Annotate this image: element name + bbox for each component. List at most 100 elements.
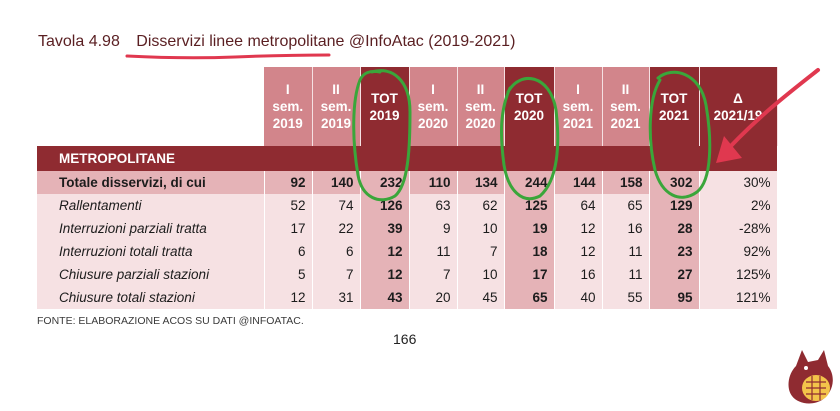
row-cell: 31 (312, 286, 361, 309)
table-number: Tavola 4.98 (38, 33, 120, 50)
row-cell: 12 (554, 217, 603, 240)
row-cell: 55 (602, 286, 650, 309)
row-cell: 11 (602, 263, 650, 286)
table-row: Interruzioni parziali tratta 17 22 39 9 10 19 1… (37, 217, 778, 240)
header-line: II (621, 82, 630, 97)
total-row: Totale disservizi, di cui 92 140 232 110 134… (37, 171, 778, 194)
row-cell: 63 (409, 194, 458, 217)
header-tot-8: TOT 2021 (649, 67, 700, 146)
row-cell: 6 (264, 240, 313, 263)
header-delta: Δ 2021/19 (699, 67, 778, 146)
header-line: I (576, 82, 580, 97)
header-line: 2021/19 (713, 107, 763, 123)
row-cell: 17 (504, 263, 555, 286)
total-cell: 232 (360, 171, 410, 194)
row-cell: 39 (360, 217, 410, 240)
row-cell: 23 (649, 240, 700, 263)
row-cell: 7 (409, 263, 458, 286)
header-sem-1: II sem. 2019 (312, 67, 361, 146)
header-line: sem. (320, 99, 352, 114)
header-line: 2021 (610, 116, 641, 131)
header-line: 2020 (513, 107, 545, 123)
row-cell: 11 (409, 240, 458, 263)
header-sem-7: II sem. 2021 (602, 67, 650, 146)
row-cell: 40 (554, 286, 603, 309)
row-cell: 45 (457, 286, 505, 309)
header-line: I (431, 82, 435, 97)
row-cell: 16 (554, 263, 603, 286)
header-line: Δ (733, 90, 743, 106)
red-underline-annotation (125, 53, 331, 60)
row-cell: 22 (312, 217, 361, 240)
row-cell: 5 (264, 263, 313, 286)
row-cell: 92% (699, 240, 778, 263)
row-cell: 28 (649, 217, 700, 240)
header-line: 2021 (562, 116, 594, 131)
total-cell: 140 (312, 171, 361, 194)
row-cell: 11 (602, 240, 650, 263)
row-cell: 65 (602, 194, 650, 217)
header-line: TOT (515, 90, 543, 106)
row-cell: 20 (409, 286, 458, 309)
row-cell: 2% (699, 194, 778, 217)
row-cell: 16 (602, 217, 650, 240)
row-cell: -28% (699, 217, 778, 240)
table-row: Chiusure parziali stazioni 5 7 12 7 10 17 16 11 2… (37, 263, 778, 286)
header-line: 2021 (658, 107, 690, 123)
total-cell: 144 (554, 171, 603, 194)
header-line: sem. (465, 99, 496, 114)
header-line: sem. (417, 99, 449, 114)
header-line: 2020 (465, 116, 496, 131)
row-cell: 10 (457, 217, 505, 240)
source-note: FONTE: ELABORAZIONE ACOS SU DATI @INFOAT… (37, 315, 304, 327)
header-line: TOT (660, 90, 688, 106)
header-tot-2: TOT 2019 (360, 67, 410, 146)
row-cell: 12 (360, 240, 410, 263)
row-cell: 17 (264, 217, 313, 240)
total-row-label: Totale disservizi, di cui (37, 171, 265, 194)
row-label: Interruzioni totali tratta (37, 240, 265, 263)
row-cell: 18 (504, 240, 555, 263)
header-line: II (476, 82, 485, 97)
total-cell: 302 (649, 171, 700, 194)
row-cell: 62 (457, 194, 505, 217)
row-label: Chiusure totali stazioni (37, 286, 265, 309)
row-cell: 6 (312, 240, 361, 263)
row-cell: 52 (264, 194, 313, 217)
total-cell: 110 (409, 171, 458, 194)
section-label: METROPOLITANE (37, 146, 778, 171)
table-row: Chiusure totali stazioni 12 31 43 20 45 65 40 55… (37, 286, 778, 309)
table-title: Tavola 4.98 Disservizi linee metropolita… (38, 33, 515, 51)
page-number: 166 (393, 331, 417, 347)
total-cell: 158 (602, 171, 650, 194)
total-cell: 30% (699, 171, 778, 194)
row-cell: 126 (360, 194, 410, 217)
total-cell: 244 (504, 171, 555, 194)
table-title-main: Disservizi linee metropolitane (136, 33, 345, 50)
total-cell: 92 (264, 171, 313, 194)
row-cell: 10 (457, 263, 505, 286)
header-line: sem. (272, 99, 304, 114)
row-cell: 27 (649, 263, 700, 286)
header-line: 2019 (369, 107, 400, 123)
row-cell: 12 (554, 240, 603, 263)
row-cell: 19 (504, 217, 555, 240)
header-sem-4: II sem. 2020 (457, 67, 505, 146)
row-cell: 125 (504, 194, 555, 217)
header-line: sem. (562, 99, 594, 114)
row-cell: 7 (457, 240, 505, 263)
row-cell: 95 (649, 286, 700, 309)
table-title-suffix: @InfoAtac (2019-2021) (348, 33, 516, 50)
section-row: METROPOLITANE (37, 146, 778, 171)
row-label: Rallentamenti (37, 194, 265, 217)
header-line: 2019 (272, 116, 303, 131)
header-line: II (332, 82, 340, 97)
header-line: sem. (610, 99, 641, 114)
header-line: 2020 (417, 116, 449, 131)
row-label: Interruzioni parziali tratta (37, 217, 265, 240)
row-cell: 12 (264, 286, 313, 309)
